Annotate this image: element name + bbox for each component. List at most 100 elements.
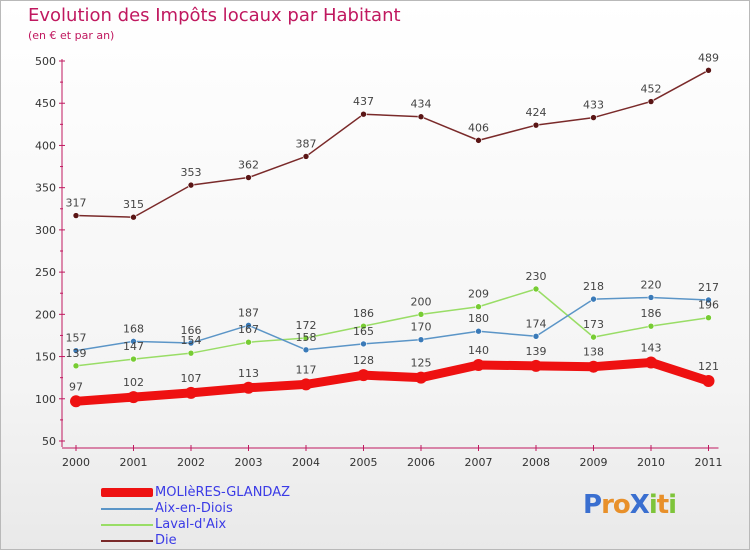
y-tick-label: 200	[35, 308, 56, 321]
data-point-1	[532, 332, 540, 340]
data-point-3	[417, 113, 425, 121]
data-point-3	[187, 181, 195, 189]
data-point-0	[415, 371, 427, 384]
data-point-2	[417, 311, 425, 318]
x-tick-label: 2004	[292, 456, 320, 469]
x-tick-label: 2002	[177, 456, 205, 469]
data-label-2: 186	[353, 307, 374, 320]
data-point-0	[645, 356, 657, 369]
data-label-3: 387	[296, 137, 317, 150]
data-point-0	[127, 391, 140, 404]
data-point-1	[475, 327, 482, 335]
data-label-3: 434	[411, 98, 432, 111]
data-label-0: 121	[698, 360, 719, 373]
data-label-1: 170	[411, 321, 432, 334]
data-label-0: 107	[181, 372, 202, 385]
data-point-3	[72, 212, 80, 219]
data-label-0: 128	[353, 354, 374, 367]
x-tick-label: 2001	[120, 456, 148, 469]
data-label-1: 165	[353, 325, 374, 338]
y-tick-label: 250	[35, 266, 56, 279]
data-point-1	[705, 296, 712, 304]
data-label-1: 220	[641, 278, 662, 291]
data-point-2	[130, 355, 137, 363]
data-label-1: 174	[526, 317, 547, 330]
data-point-2	[72, 362, 80, 370]
data-point-3	[302, 153, 310, 160]
legend-label-3: Die	[155, 533, 177, 548]
data-point-2	[532, 285, 540, 293]
x-tick-label: 2005	[350, 456, 378, 469]
data-point-0	[702, 375, 715, 388]
data-point-0	[472, 359, 485, 371]
chart-title: Evolution des Impôts locaux par Habitant	[28, 5, 401, 26]
chart-subtitle: (en € et par an)	[28, 29, 115, 42]
data-label-2: 173	[583, 318, 604, 331]
data-label-2: 209	[468, 288, 489, 301]
data-label-0: 140	[468, 344, 489, 357]
data-point-0	[587, 360, 600, 373]
data-label-0: 113	[238, 367, 259, 380]
data-point-3	[245, 174, 252, 181]
data-point-3	[475, 137, 482, 144]
data-label-2: 200	[411, 295, 432, 308]
data-point-3	[360, 110, 367, 118]
legend-label-2: Laval-d'Aix	[155, 517, 227, 532]
data-point-2	[187, 349, 195, 357]
x-tick-label: 2011	[695, 456, 723, 469]
data-label-1: 158	[296, 331, 317, 344]
data-point-3	[590, 114, 597, 121]
data-label-2: 186	[641, 307, 662, 320]
data-label-0: 117	[296, 363, 317, 376]
proxiti-logo: ProXiti	[583, 490, 677, 520]
data-point-0	[70, 395, 82, 408]
legend-label-1: Aix-en-Diois	[155, 501, 233, 516]
y-tick-label: 100	[35, 393, 56, 406]
data-label-2: 139	[66, 347, 87, 360]
data-label-3: 424	[526, 106, 547, 119]
y-tick-label: 450	[35, 97, 56, 110]
data-label-0: 138	[583, 346, 604, 359]
data-label-0: 102	[123, 376, 144, 389]
data-point-0	[242, 381, 255, 394]
data-point-2	[475, 303, 482, 311]
data-label-0: 139	[526, 345, 547, 358]
legend-swatch-1	[101, 508, 153, 510]
data-point-1	[417, 336, 425, 343]
data-point-3	[130, 213, 137, 221]
data-label-0: 97	[69, 380, 83, 393]
data-label-3: 353	[181, 166, 202, 179]
data-label-1: 157	[66, 332, 87, 345]
data-label-3: 317	[66, 197, 87, 210]
data-point-2	[705, 314, 712, 322]
series-line-3	[75, 69, 710, 218]
data-point-2	[245, 338, 252, 346]
data-point-1	[245, 322, 252, 329]
y-tick-label: 300	[35, 224, 56, 237]
y-tick-label: 150	[35, 351, 56, 364]
x-tick-label: 2003	[235, 456, 263, 469]
data-point-2	[590, 333, 597, 341]
data-label-1: 187	[238, 306, 259, 319]
data-point-1	[302, 346, 310, 354]
data-label-2: 147	[123, 340, 144, 353]
data-label-3: 452	[641, 83, 662, 96]
data-label-3: 433	[583, 99, 604, 112]
data-label-1: 217	[698, 281, 719, 294]
series-line-1	[75, 296, 710, 352]
data-label-0: 125	[411, 357, 432, 370]
legend-swatch-0	[101, 488, 153, 497]
data-point-3	[705, 66, 712, 74]
data-label-3: 406	[468, 121, 489, 134]
data-point-1	[647, 294, 655, 301]
data-point-0	[185, 386, 197, 399]
data-label-2: 172	[296, 319, 317, 332]
data-label-0: 143	[641, 341, 662, 354]
x-tick-label: 2008	[522, 456, 550, 469]
x-tick-label: 2009	[580, 456, 608, 469]
data-label-3: 489	[698, 51, 719, 64]
data-point-1	[187, 339, 195, 347]
data-label-2: 196	[698, 299, 719, 312]
